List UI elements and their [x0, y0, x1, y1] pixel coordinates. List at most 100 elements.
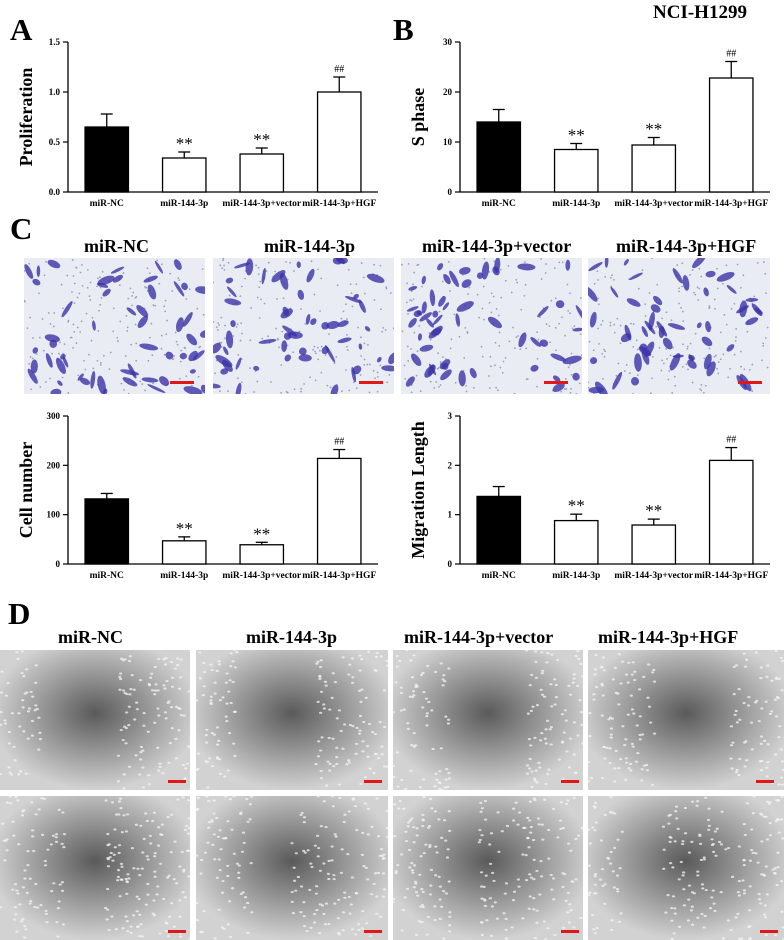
field-background [0, 796, 190, 940]
cell-texture [204, 734, 209, 737]
cell-texture [565, 750, 569, 753]
cell-texture [302, 925, 307, 928]
cell-texture [560, 713, 565, 716]
cell-texture [23, 925, 27, 928]
cell-texture [13, 759, 17, 762]
pore [253, 391, 255, 393]
pore [244, 393, 247, 394]
cell-texture [124, 742, 128, 745]
cell-texture [525, 764, 530, 767]
significance-label: ** [253, 130, 270, 149]
pore [89, 298, 92, 301]
pore [672, 346, 674, 349]
cell-texture [743, 765, 747, 768]
stained-cell [24, 264, 34, 280]
cell-texture [591, 913, 595, 917]
pore [31, 357, 34, 360]
y-tick-label: 2 [448, 460, 453, 470]
cell-texture [742, 652, 746, 655]
cell-texture [20, 650, 24, 653]
y-axis-label: Proliferation [16, 68, 36, 167]
cell-texture [308, 888, 312, 892]
cell-texture [346, 853, 350, 856]
stained-cell [147, 384, 166, 394]
cell-texture [717, 840, 722, 844]
cell-texture [158, 932, 162, 935]
pore [592, 349, 595, 352]
cell-texture [775, 883, 779, 887]
cell-texture [668, 813, 672, 816]
cell-texture [31, 695, 35, 698]
pore [465, 385, 467, 387]
pore [228, 294, 231, 297]
pore [676, 264, 679, 266]
scale-bar [168, 780, 186, 783]
cell-texture [199, 930, 203, 933]
pore [224, 337, 226, 340]
cell-texture [160, 823, 164, 826]
cell-texture [218, 699, 223, 702]
cell-texture [170, 727, 174, 730]
pore [72, 323, 75, 326]
pore [346, 345, 348, 348]
cell-texture [333, 681, 338, 684]
cell-texture [445, 856, 450, 859]
cell-texture [572, 721, 577, 724]
cell-texture [550, 653, 554, 656]
cell-texture [690, 800, 695, 803]
pore [648, 292, 651, 294]
cell-texture [433, 810, 438, 813]
pore [651, 258, 653, 260]
pore [564, 377, 567, 380]
pore [565, 387, 568, 390]
cell-texture [15, 651, 19, 654]
pore [603, 348, 605, 351]
cell-texture [396, 863, 400, 867]
cell-texture [220, 891, 225, 894]
cell-texture [768, 822, 772, 825]
scale-bar [359, 381, 383, 384]
cell-texture [572, 673, 576, 676]
cell-texture [437, 818, 441, 821]
cell-texture [196, 699, 199, 702]
cell-texture [164, 657, 168, 660]
pore [766, 326, 769, 329]
cell-texture [318, 677, 322, 680]
pore [636, 348, 639, 351]
pore [494, 364, 496, 367]
cell-texture [412, 864, 417, 867]
stained-cell [517, 263, 536, 271]
cell-texture [674, 805, 679, 808]
cell-texture [316, 660, 320, 663]
cell-texture [169, 706, 174, 709]
pore [41, 318, 44, 320]
cell-texture [147, 783, 152, 786]
pore [320, 371, 323, 374]
cell-texture [612, 886, 616, 889]
pore [81, 284, 84, 287]
cell-texture [228, 679, 232, 682]
pore [379, 264, 382, 267]
cell-texture [156, 707, 160, 710]
stained-cell [97, 275, 115, 286]
stained-cell [459, 267, 471, 275]
pore [500, 296, 503, 299]
cell-texture [593, 673, 597, 676]
cell-texture [719, 891, 723, 894]
cell-texture [140, 935, 144, 938]
stained-cell [189, 369, 196, 374]
pore [270, 381, 272, 383]
cell-texture [442, 674, 446, 677]
cell-texture [205, 796, 209, 798]
cell-texture [757, 720, 761, 723]
cell-texture [9, 773, 14, 776]
stained-cell [330, 384, 339, 394]
cell-texture [766, 800, 770, 803]
pore [368, 363, 371, 366]
cell-texture [60, 842, 64, 845]
pore [765, 292, 767, 295]
pore [47, 312, 50, 314]
scale-bar [168, 930, 186, 933]
stained-cell [589, 311, 597, 328]
cell-texture [27, 707, 32, 710]
